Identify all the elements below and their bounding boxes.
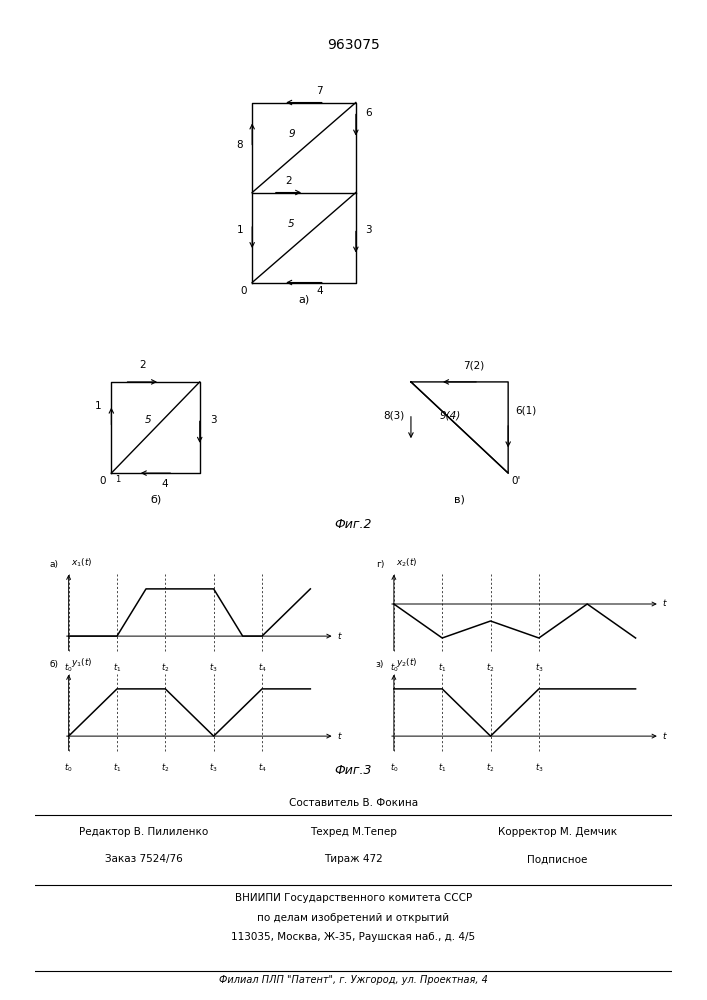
- Text: $t_3$: $t_3$: [209, 762, 218, 774]
- Text: Заказ 7524/76: Заказ 7524/76: [105, 854, 182, 864]
- Text: 4: 4: [161, 479, 168, 489]
- Text: $t_0$: $t_0$: [390, 762, 398, 774]
- Text: 6(1): 6(1): [515, 406, 537, 416]
- Text: 5: 5: [288, 219, 295, 229]
- Text: Корректор М. Демчик: Корректор М. Демчик: [498, 827, 617, 837]
- Text: а): а): [50, 560, 59, 569]
- Text: 963075: 963075: [327, 38, 380, 52]
- Text: 7(2): 7(2): [464, 360, 485, 370]
- Text: $t_2$: $t_2$: [161, 662, 170, 674]
- Text: а): а): [298, 294, 310, 304]
- Text: Фиг.3: Фиг.3: [334, 764, 373, 776]
- Text: t: t: [337, 732, 341, 741]
- Text: $t_2$: $t_2$: [486, 762, 495, 774]
- Text: Фиг.2: Фиг.2: [334, 518, 373, 532]
- Text: $t_1$: $t_1$: [113, 762, 121, 774]
- Text: $t_0$: $t_0$: [64, 662, 73, 674]
- Text: 0: 0: [99, 476, 106, 486]
- Text: $t_3$: $t_3$: [534, 662, 543, 674]
- Text: 0': 0': [511, 476, 520, 486]
- Text: б): б): [50, 660, 59, 669]
- Text: 1: 1: [95, 401, 101, 411]
- Text: 9: 9: [288, 129, 295, 139]
- Text: Подписное: Подписное: [527, 854, 588, 864]
- Text: $t_0$: $t_0$: [390, 662, 398, 674]
- Text: $x_1(t)$: $x_1(t)$: [71, 557, 93, 569]
- Text: $t_1$: $t_1$: [438, 762, 446, 774]
- Text: $y_1(t)$: $y_1(t)$: [71, 656, 93, 669]
- Text: Техред М.Тепер: Техред М.Тепер: [310, 827, 397, 837]
- Text: 1: 1: [115, 475, 120, 484]
- Text: 7: 7: [316, 86, 323, 96]
- Text: 2: 2: [139, 360, 146, 370]
- Text: t: t: [337, 632, 341, 641]
- Text: t: t: [662, 732, 666, 741]
- Text: 113035, Москва, Ж-35, Раушская наб., д. 4/5: 113035, Москва, Ж-35, Раушская наб., д. …: [231, 932, 476, 942]
- Text: в): в): [454, 494, 465, 504]
- Text: 4: 4: [316, 286, 323, 296]
- Text: t: t: [662, 599, 666, 608]
- Text: $t_2$: $t_2$: [486, 662, 495, 674]
- Text: Составитель В. Фокина: Составитель В. Фокина: [289, 798, 418, 808]
- Text: г): г): [376, 560, 384, 569]
- Text: з): з): [376, 660, 384, 669]
- Text: $t_4$: $t_4$: [257, 762, 267, 774]
- Text: $t_4$: $t_4$: [257, 662, 267, 674]
- Text: $x_2(t)$: $x_2(t)$: [397, 557, 418, 569]
- Text: 3: 3: [210, 415, 216, 425]
- Text: Тираж 472: Тираж 472: [324, 854, 383, 864]
- Text: ВНИИПИ Государственного комитета СССР: ВНИИПИ Государственного комитета СССР: [235, 893, 472, 903]
- Text: $t_1$: $t_1$: [113, 662, 121, 674]
- Text: 3: 3: [365, 225, 372, 235]
- Text: $t_2$: $t_2$: [161, 762, 170, 774]
- Text: 8(3): 8(3): [382, 410, 404, 420]
- Text: Филиал ПЛП "Патент", г. Ужгород, ул. Проектная, 4: Филиал ПЛП "Патент", г. Ужгород, ул. Про…: [219, 975, 488, 985]
- Text: 1: 1: [236, 225, 243, 235]
- Text: $t_3$: $t_3$: [534, 762, 543, 774]
- Text: 0: 0: [240, 286, 247, 296]
- Text: 5: 5: [145, 415, 152, 425]
- Text: $t_0$: $t_0$: [64, 762, 73, 774]
- Text: б): б): [150, 494, 161, 504]
- Text: 9(4): 9(4): [439, 410, 460, 420]
- Text: 8: 8: [236, 139, 243, 149]
- Text: $t_3$: $t_3$: [209, 662, 218, 674]
- Text: $t_1$: $t_1$: [438, 662, 446, 674]
- Text: $y_2(t)$: $y_2(t)$: [397, 656, 418, 669]
- Text: 6: 6: [365, 108, 372, 118]
- Text: 2: 2: [285, 176, 292, 186]
- Text: по делам изобретений и открытий: по делам изобретений и открытий: [257, 913, 450, 923]
- Text: Редактор В. Пилиленко: Редактор В. Пилиленко: [79, 827, 208, 837]
